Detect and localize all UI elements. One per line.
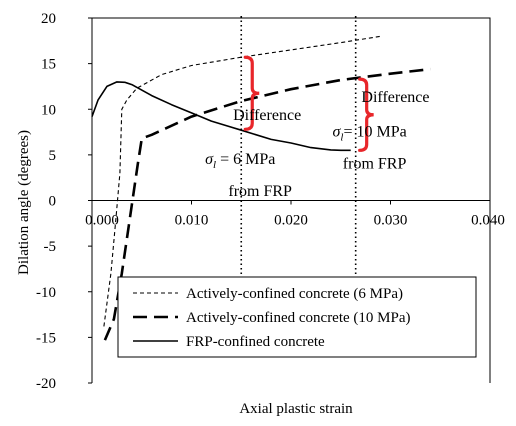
x-axis-title: Axial plastic strain [239, 401, 353, 417]
annotation-6: from FRP [343, 156, 407, 173]
sigma-subscript: l [340, 132, 343, 144]
x-tick-label: 0.030 [374, 213, 408, 229]
annotation-5: σl= 10 MPa [333, 124, 407, 144]
y-tick-label: 15 [41, 57, 56, 73]
series-line-1 [103, 35, 381, 327]
y-tick-label: 10 [41, 102, 56, 118]
sigma-value: = 6 MPa [216, 151, 275, 168]
axes: 20 15 10 5 0 -5 -10 -15 -20 0.000 0.010 0.020 0.030 0… [16, 11, 505, 417]
y-tick-label: -20 [36, 376, 56, 392]
y-axis-title: Dilation angle (degrees) [16, 130, 32, 275]
series-line-2 [103, 67, 431, 341]
legend-label-3: FRP-confined concrete [186, 334, 325, 350]
annotation-4: from FRP [228, 183, 292, 200]
y-tick-label: -15 [36, 330, 56, 346]
x-tick-label: 0.000 [85, 213, 119, 229]
x-tick-label: 0.020 [274, 213, 308, 229]
y-tick-label: 5 [49, 148, 57, 164]
annotation-3: σl = 6 MPa [205, 151, 275, 171]
legend-label-2: Actively-confined concrete (10 MPa) [186, 310, 411, 326]
y-tick-label: -10 [36, 285, 56, 301]
x-tick-label: 0.040 [471, 213, 505, 229]
legend-label-1: Actively-confined concrete (6 MPa) [186, 286, 403, 302]
annotation-2: Difference [361, 89, 429, 106]
y-tick-label: -5 [44, 239, 57, 255]
series-layer [91, 35, 431, 341]
difference-brace-2 [358, 77, 374, 152]
difference-brace-1 [243, 55, 260, 131]
sigma-subscript: l [213, 159, 216, 171]
sigma-symbol: σ [333, 124, 342, 141]
sigma-value: = 10 MPa [343, 124, 406, 141]
y-tick-label: 0 [49, 194, 57, 210]
y-tick-label: 20 [41, 11, 56, 27]
sigma-symbol: σ [205, 151, 214, 168]
annotation-1: Difference [233, 107, 301, 124]
series-line-3 [91, 81, 351, 152]
x-tick-label: 0.010 [175, 213, 209, 229]
legend: Actively-confined concrete (6 MPa) Active… [117, 276, 477, 358]
